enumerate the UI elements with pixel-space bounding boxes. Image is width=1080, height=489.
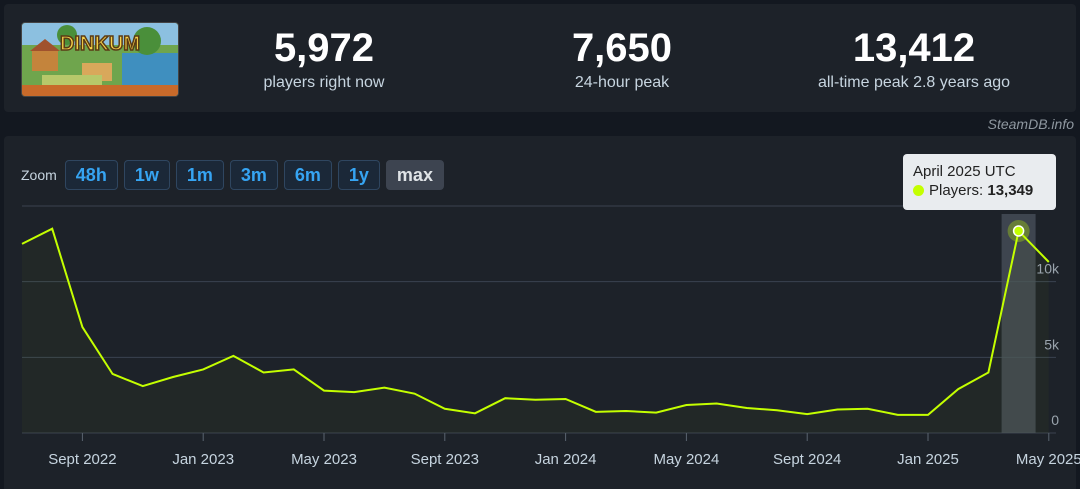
zoom-3m-button[interactable]: 3m	[229, 160, 278, 190]
y-axis-ticks: 0 5k 10k	[1036, 261, 1060, 428]
x-tick-label: Jan 2025	[897, 451, 959, 468]
hover-band-rect	[1001, 214, 1036, 433]
hover-band	[1001, 214, 1036, 433]
tooltip-series-label: Players:	[929, 182, 984, 199]
stat-all-time-peak: 13,412 all-time peak 2.8 years ago	[789, 26, 1039, 92]
x-tick-label: Jan 2023	[172, 451, 234, 468]
game-logo[interactable]: DINKUM	[21, 22, 179, 97]
chart-area	[22, 229, 1049, 433]
chart-grid	[22, 205, 1056, 434]
x-tick-label: May 2025	[1016, 451, 1080, 468]
steamdb-attribution[interactable]: SteamDB.info	[987, 116, 1074, 132]
series-area	[22, 229, 1049, 433]
chart-tooltip: April 2025 UTC Players: 13,349	[903, 154, 1056, 210]
y-tick-label: 0	[1051, 412, 1059, 428]
data-point-april-2025	[1012, 225, 1025, 237]
zoom-max-button[interactable]: max	[385, 160, 444, 190]
x-tick-label: Sept 2024	[773, 451, 841, 468]
zoom-1m-button[interactable]: 1m	[175, 160, 224, 190]
peak-24h-value: 7,650	[571, 26, 673, 70]
zoom-6m-button[interactable]: 6m	[283, 160, 332, 190]
zoom-controls: Zoom 48h 1w 1m 3m 6m 1y max	[21, 160, 450, 190]
x-tick-label: May 2023	[291, 451, 357, 468]
series-line-players	[21, 227, 1050, 416]
tooltip-row: Players: 13,349	[913, 181, 1046, 201]
game-logo-title: DINKUM	[60, 33, 140, 55]
tooltip-value: 13,349	[987, 182, 1034, 199]
series-dot-icon	[913, 185, 924, 196]
zoom-1w-button[interactable]: 1w	[123, 160, 170, 190]
zoom-48h-button[interactable]: 48h	[64, 160, 118, 190]
game-logo-art: DINKUM	[22, 23, 178, 96]
all-time-peak-label: all-time peak 2.8 years ago	[817, 74, 1011, 91]
x-tick-label: Sept 2022	[48, 451, 116, 468]
stat-players-now: 5,972 players right now	[224, 26, 424, 92]
hover-marker	[1007, 219, 1030, 242]
x-tick-label: Jan 2024	[535, 451, 597, 468]
all-time-peak-value: 13,412	[852, 26, 976, 70]
chart-line	[21, 227, 1050, 416]
x-axis-ticks: Sept 2022 Jan 2023 May 2023 Sept 2023 Jan 20…	[48, 433, 1080, 468]
tooltip-title: April 2025 UTC	[913, 163, 1016, 180]
zoom-1y-button[interactable]: 1y	[337, 160, 380, 190]
y-tick-label: 5k	[1044, 336, 1060, 352]
x-tick-label: Sept 2023	[411, 451, 479, 468]
stats-panel: DINKUM 5,972 players right now 7,650 24-…	[4, 4, 1076, 112]
peak-24h-label: 24-hour peak	[574, 74, 670, 91]
stat-24h-peak: 7,650 24-hour peak	[522, 26, 722, 92]
zoom-label: Zoom	[21, 167, 57, 183]
y-tick-label: 10k	[1036, 261, 1060, 277]
players-now-value: 5,972	[273, 26, 375, 70]
x-tick-label: May 2024	[653, 451, 719, 468]
players-now-label: players right now	[263, 74, 385, 91]
chart-panel: Zoom 48h 1w 1m 3m 6m 1y max	[4, 136, 1076, 489]
